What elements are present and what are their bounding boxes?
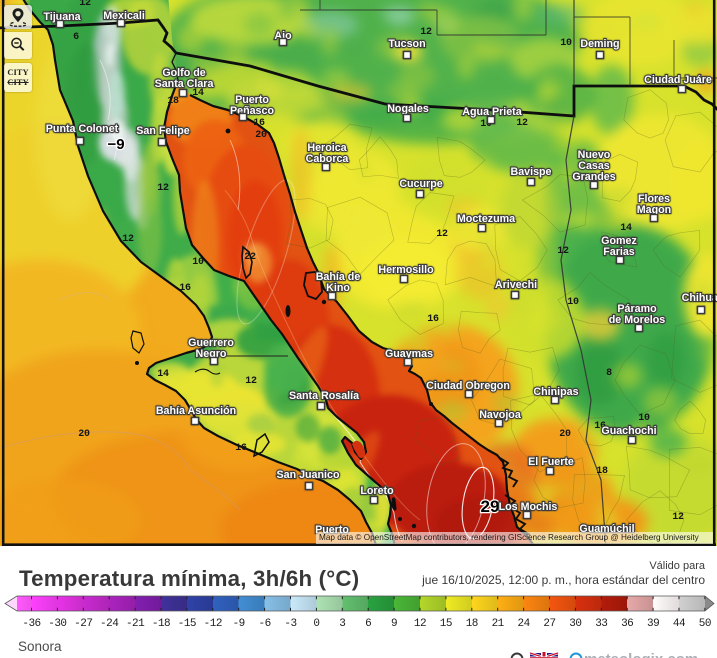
svg-text:12: 12 — [557, 246, 569, 257]
svg-text:8: 8 — [606, 368, 612, 379]
svg-text:Hermosillo: Hermosillo — [378, 264, 434, 276]
svg-text:12: 12 — [516, 118, 528, 129]
svg-text:Heroica: Heroica — [307, 142, 347, 154]
svg-text:Farias: Farias — [603, 246, 635, 258]
svg-text:Cucurpe: Cucurpe — [399, 178, 442, 190]
svg-text:12: 12 — [122, 234, 134, 245]
svg-text:18: 18 — [596, 466, 608, 477]
svg-text:Bahía de: Bahía de — [316, 271, 361, 283]
svg-text:Gomez: Gomez — [601, 235, 637, 247]
svg-text:10: 10 — [560, 38, 572, 49]
svg-text:de Morelos: de Morelos — [609, 314, 665, 326]
svg-text:San Felipe: San Felipe — [136, 125, 190, 137]
svg-text:10: 10 — [638, 413, 650, 424]
svg-text:Páramo: Páramo — [617, 303, 657, 315]
svg-text:Bavispe: Bavispe — [511, 166, 552, 178]
svg-text:Chihuah: Chihuah — [682, 292, 717, 304]
svg-text:16: 16 — [179, 283, 191, 294]
svg-text:Casas: Casas — [578, 160, 610, 172]
svg-text:San Juanico: San Juanico — [277, 469, 340, 481]
svg-text:Deming: Deming — [580, 38, 619, 50]
svg-text:−9: −9 — [107, 136, 124, 153]
svg-text:12: 12 — [157, 183, 169, 194]
svg-text:meteologix.com: meteologix.com — [584, 651, 698, 658]
svg-text:14: 14 — [157, 369, 169, 380]
svg-text:Loreto: Loreto — [360, 485, 394, 497]
svg-text:Arivechi: Arivechi — [495, 279, 537, 291]
svg-text:Negro: Negro — [196, 348, 227, 360]
svg-text:20: 20 — [255, 130, 267, 141]
svg-text:Flores: Flores — [638, 193, 670, 205]
svg-text:Santa Rosalía: Santa Rosalía — [289, 390, 360, 402]
svg-text:22: 22 — [244, 252, 256, 263]
svg-text:Golfo de: Golfo de — [162, 67, 205, 79]
svg-text:12: 12 — [245, 376, 257, 387]
svg-text:12: 12 — [436, 229, 448, 240]
svg-text:12: 12 — [672, 512, 684, 523]
svg-text:Ciudad Obregon: Ciudad Obregon — [426, 380, 510, 392]
svg-text:Bahía Asunción: Bahía Asunción — [156, 405, 236, 417]
svg-text:Guerrero: Guerrero — [188, 337, 234, 349]
svg-text:16: 16 — [253, 118, 265, 129]
svg-text:12: 12 — [420, 27, 432, 38]
svg-text:Guaymas: Guaymas — [385, 348, 433, 360]
svg-text:6: 6 — [73, 32, 79, 43]
svg-text:16: 16 — [235, 443, 247, 454]
svg-text:14: 14 — [620, 223, 632, 234]
svg-text:El Fuerte: El Fuerte — [528, 456, 574, 468]
svg-text:16: 16 — [594, 421, 606, 432]
svg-text:Caborca: Caborca — [306, 153, 350, 165]
svg-text:16: 16 — [427, 314, 439, 325]
svg-text:12: 12 — [79, 0, 91, 9]
svg-text:Los Mochis: Los Mochis — [499, 501, 558, 513]
svg-text:Santa Clara: Santa Clara — [155, 78, 215, 90]
svg-text:Puerto: Puerto — [235, 94, 269, 106]
svg-text:Tijuana: Tijuana — [43, 11, 81, 23]
svg-text:Navojoa: Navojoa — [479, 409, 522, 421]
svg-text:Kino: Kino — [326, 282, 350, 294]
svg-text:Guachochi: Guachochi — [601, 425, 656, 437]
svg-text:Moctezuma: Moctezuma — [457, 213, 516, 225]
svg-text:10: 10 — [480, 119, 492, 130]
svg-text:10: 10 — [567, 297, 579, 308]
svg-text:Tucson: Tucson — [388, 38, 425, 50]
svg-text:Nuevo: Nuevo — [578, 149, 611, 161]
svg-text:20: 20 — [559, 429, 571, 440]
svg-text:Mexicali: Mexicali — [103, 10, 145, 22]
svg-text:Nogales: Nogales — [387, 103, 429, 115]
svg-text:29: 29 — [481, 497, 500, 516]
svg-text:Punta Colonet: Punta Colonet — [46, 123, 119, 135]
svg-text:Magon: Magon — [637, 204, 671, 216]
svg-text:Ciudad Juáre: Ciudad Juáre — [644, 74, 712, 86]
svg-text:10: 10 — [192, 257, 204, 268]
svg-text:Chinipas: Chinipas — [533, 386, 578, 398]
svg-text:20: 20 — [78, 429, 90, 440]
svg-text:Peñasco: Peñasco — [230, 105, 274, 117]
svg-text:Grandes: Grandes — [572, 171, 615, 183]
svg-text:14: 14 — [192, 88, 204, 99]
svg-text:18: 18 — [167, 96, 179, 107]
svg-text:Agua Prieta: Agua Prieta — [462, 106, 522, 118]
